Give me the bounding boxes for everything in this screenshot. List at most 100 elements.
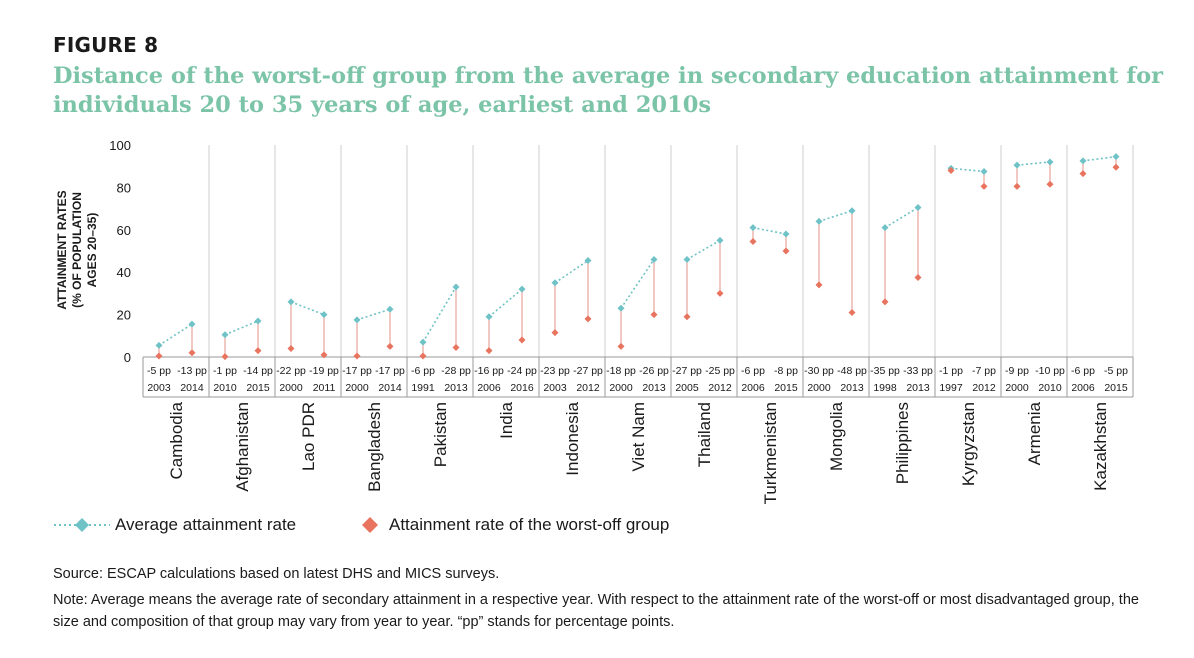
year-label: 2013 [642,382,666,394]
worst-point [749,237,757,245]
country-label: Bangladesh [365,402,384,492]
average-point [419,338,427,346]
worst-point [1112,163,1120,171]
average-point [518,285,526,293]
y-tick-label: 20 [117,308,131,323]
average-trend-line [422,286,457,343]
average-point [1013,161,1021,169]
worst-point [287,345,295,353]
gap-label: -8 pp [774,365,798,377]
average-point [782,230,790,238]
y-tick-label: 0 [124,350,131,365]
y-axis-label: AGES 20–35) [85,213,99,288]
country-label: Pakistan [431,402,450,467]
average-trend-line [290,301,325,316]
average-trend-line [158,323,193,347]
average-trend-line [1016,161,1051,166]
worst-point [320,351,328,359]
worst-point [782,247,790,255]
gap-label: -7 pp [972,365,996,377]
y-tick-label: 40 [117,265,131,280]
average-trend-line [620,259,655,309]
gap-label: -35 pp [870,365,900,377]
year-label: 2000 [609,382,633,394]
legend-worst-marker [362,517,378,533]
year-label: 2012 [708,382,732,394]
worst-point [815,281,823,289]
gap-label: -6 pp [1071,365,1095,377]
gap-label: -19 pp [309,365,339,377]
average-trend-line [752,226,787,235]
average-trend-line [950,167,985,173]
year-label: 2012 [576,382,600,394]
worst-point [947,166,955,174]
worst-point [980,182,988,190]
gap-label: -6 pp [411,365,435,377]
average-trend-line [488,288,523,318]
gap-label: -14 pp [243,365,273,377]
y-axis-label: ATTAINMENT RATES [55,190,69,309]
worst-point [584,315,592,323]
legend-average-label: Average attainment rate [115,515,297,534]
worst-point [683,313,691,321]
year-label: 2013 [444,382,468,394]
worst-point [617,342,625,350]
average-point [254,317,262,325]
y-tick-label: 80 [117,180,131,195]
average-point [551,279,559,287]
y-axis-label: (% OF POPULATION [70,192,84,308]
year-label: 2013 [906,382,930,394]
year-label: 1997 [939,382,963,394]
year-label: 2012 [972,382,996,394]
average-point [188,320,196,328]
average-point [749,224,757,232]
average-point [320,311,328,319]
worst-point [254,347,262,355]
gap-label: -26 pp [639,365,669,377]
year-label: 2014 [180,382,204,394]
gap-label: -24 pp [507,365,537,377]
year-label: 2013 [840,382,864,394]
country-label: Turkmenistan [761,402,780,504]
year-label: 2006 [1071,382,1095,394]
year-label: 2010 [213,382,237,394]
year-label: 2010 [1038,382,1062,394]
worst-point [1046,180,1054,188]
worst-point [452,343,460,351]
gap-label: -13 pp [177,365,207,377]
legend-worst-label: Attainment rate of the worst-off group [389,515,670,534]
gap-label: -17 pp [375,365,405,377]
worst-point [650,311,658,319]
year-label: 1991 [411,382,435,394]
gap-label: -23 pp [540,365,570,377]
gap-label: -18 pp [606,365,636,377]
country-label: Kyrgyzstan [959,402,978,486]
worst-point [848,308,856,316]
gap-label: -22 pp [276,365,306,377]
year-label: 2000 [807,382,831,394]
country-label: Thailand [695,402,714,467]
average-trend-line [356,308,391,321]
gap-label: -6 pp [741,365,765,377]
average-point [650,255,658,263]
worst-point [386,342,394,350]
country-label: Viet Nam [629,402,648,472]
year-label: 2014 [378,382,402,394]
worst-point [914,274,922,281]
average-point [221,331,229,339]
gap-label: -1 pp [939,365,963,377]
country-label: Mongolia [827,401,846,471]
country-label: Kazakhstan [1091,402,1110,491]
year-label: 2011 [313,382,336,394]
average-point [1046,158,1054,166]
country-label: Lao PDR [299,402,318,471]
average-trend-line [686,239,721,261]
legend-average: Average attainment rate [53,515,296,535]
worst-point [419,352,427,360]
worst-point [155,352,163,360]
gap-label: -27 pp [672,365,702,377]
year-label: 2016 [510,382,534,394]
year-label: 2015 [246,382,270,394]
average-point [485,313,493,321]
average-point [155,341,163,349]
